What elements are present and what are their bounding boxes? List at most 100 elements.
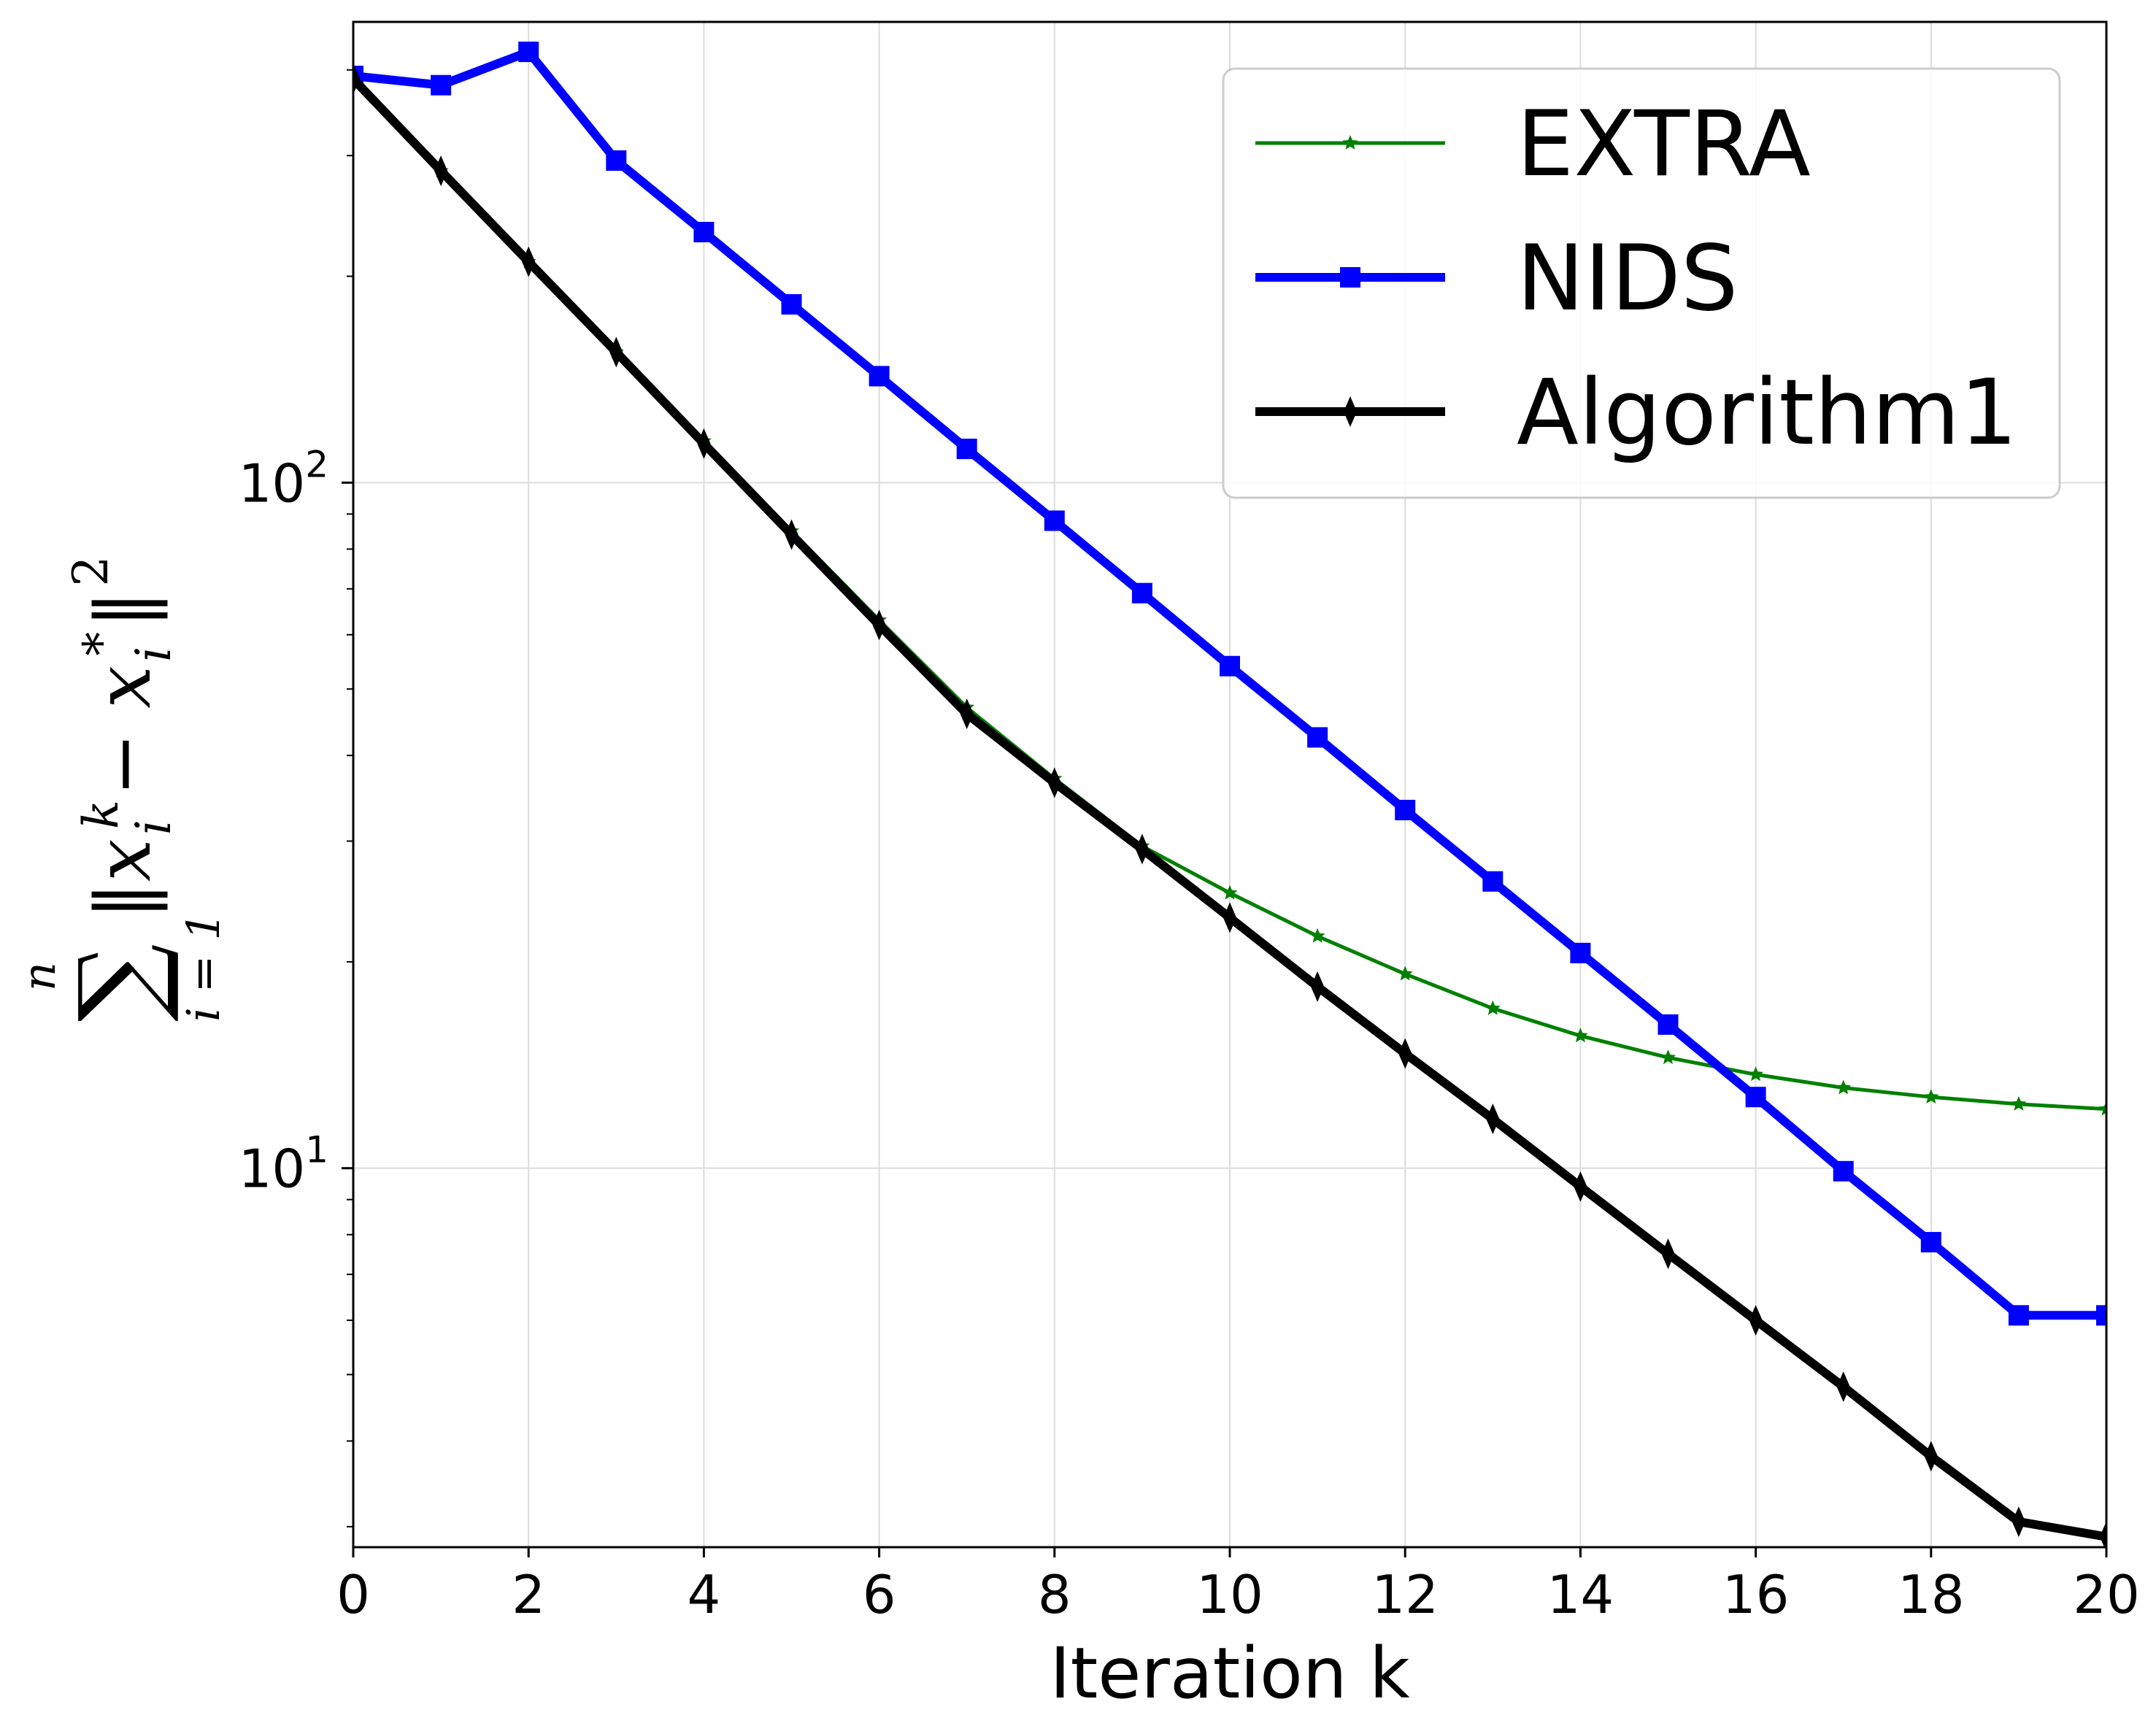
data-point-extra: [1397, 966, 1413, 981]
data-point-extra: [1222, 885, 1238, 900]
data-point-algorithm1: [697, 428, 711, 459]
x-tick-label: 8: [1038, 1564, 1071, 1625]
data-point-nids: [606, 150, 627, 172]
data-point-nids: [781, 294, 802, 315]
y-tick-label: 102: [239, 443, 328, 514]
data-point-nids: [1044, 510, 1065, 531]
data-point-algorithm1: [1223, 902, 1237, 933]
data-point-extra: [2098, 1101, 2106, 1116]
data-point-algorithm1: [353, 63, 361, 95]
data-point-nids: [1833, 1160, 1854, 1182]
y-title-body: ‖x: [79, 839, 168, 920]
y-tick-exponent: 1: [305, 1129, 328, 1171]
data-point-extra: [1485, 1000, 1501, 1015]
y-tick-exponent: 2: [305, 443, 328, 485]
data-point-extra: [1572, 1028, 1588, 1043]
legend-label-algorithm1: Algorithm1: [1517, 361, 2017, 466]
data-point-nids: [1220, 655, 1240, 677]
data-point-nids: [1570, 942, 1591, 963]
data-point-nids: [1920, 1232, 1941, 1253]
data-point-nids: [1395, 799, 1416, 820]
data-point-algorithm1: [785, 519, 798, 550]
legend-label-nids: NIDS: [1517, 226, 1739, 331]
x-tick-label: 18: [1898, 1564, 1965, 1625]
legend-entry-nids: NIDS: [1255, 226, 1739, 331]
legend-entry-algorithm1: Algorithm1: [1255, 361, 2017, 466]
data-point-extra: [2011, 1095, 2027, 1111]
x-tick-label: 20: [2073, 1564, 2140, 1625]
y-tick-base: 10: [239, 1139, 306, 1200]
data-point-algorithm1: [872, 609, 886, 641]
data-point-algorithm1: [2011, 1506, 2025, 1538]
data-point-extra: [1309, 928, 1325, 943]
data-point-algorithm1: [960, 698, 974, 730]
legend-label-extra: EXTRA: [1517, 92, 1811, 197]
legend-box: [1222, 67, 2061, 499]
x-tick-label: 10: [1196, 1564, 1263, 1625]
data-point-extra: [1836, 1079, 1852, 1095]
y-title-sub2: i: [126, 647, 182, 662]
data-point-algorithm1: [1398, 1038, 1412, 1069]
x-tick-label: 12: [1371, 1564, 1439, 1625]
data-point-nids: [1658, 1014, 1679, 1035]
data-point-algorithm1: [1836, 1371, 1850, 1403]
data-point-nids: [2096, 1305, 2106, 1326]
y-axis-title-math: ∑ n i = 1 ‖x i k − x i * ‖ 2: [12, 556, 230, 1022]
y-title-sup1: k: [73, 800, 129, 829]
x-tick-label: 4: [687, 1564, 720, 1625]
y-tick-label: 101: [239, 1129, 328, 1200]
x-axis-title: Iteration k: [1050, 1633, 1410, 1714]
legend-marker-nids: [1340, 267, 1360, 288]
y-title-sup2: *: [73, 632, 129, 656]
data-point-nids: [2008, 1305, 2029, 1326]
data-point-algorithm1: [1574, 1171, 1587, 1202]
x-tick-label: 0: [336, 1564, 370, 1625]
data-point-nids: [1745, 1087, 1766, 1108]
x-tick-label: 6: [863, 1564, 896, 1625]
data-point-algorithm1: [1661, 1238, 1675, 1270]
data-point-extra: [1748, 1066, 1764, 1082]
data-point-algorithm1: [1047, 767, 1061, 798]
data-point-nids: [431, 74, 452, 96]
series-layer: [353, 42, 2106, 1547]
y-title-sub1: i: [126, 820, 182, 835]
y-title-minus: − x: [79, 666, 168, 796]
legend-entries: EXTRA NIDS Algorithm1: [1255, 92, 2017, 466]
y-title-close: ‖: [79, 590, 168, 628]
x-tick-label: 14: [1547, 1564, 1614, 1625]
data-point-nids: [518, 42, 539, 63]
data-point-algorithm1: [1749, 1305, 1763, 1336]
data-point-algorithm1: [1135, 833, 1149, 865]
data-point-nids: [1482, 871, 1504, 892]
x-tick-label: 16: [1722, 1564, 1790, 1625]
data-point-nids: [956, 439, 977, 460]
y-axis-title: ∑ n i = 1 ‖x i k − x i * ‖ 2: [12, 556, 230, 1022]
data-point-algorithm1: [1486, 1103, 1500, 1135]
legend-entry-extra: EXTRA: [1255, 92, 1811, 197]
data-point-algorithm1: [434, 155, 448, 187]
y-title-sum: ∑: [56, 944, 183, 1022]
legend-marker-extra: [1342, 135, 1358, 150]
data-point-nids: [693, 222, 715, 243]
data-point-nids: [1131, 582, 1152, 604]
legend-marker-algorithm1: [1343, 396, 1358, 427]
y-tick-base: 10: [239, 452, 306, 514]
data-point-algorithm1: [609, 336, 623, 368]
y-title-lower: i = 1: [177, 912, 230, 1022]
data-point-extra: [1923, 1089, 1939, 1104]
y-title-sup3: 2: [63, 556, 119, 587]
x-axis-ticks: 0 2 4 6 8 10 12 14 16 18 20: [336, 1547, 2140, 1625]
data-point-algorithm1: [1311, 971, 1325, 1002]
series-nids: [353, 42, 2106, 1326]
x-tick-label: 2: [512, 1564, 545, 1625]
legend: EXTRA NIDS Algorithm1: [1222, 67, 2061, 499]
y-title-upper: n: [12, 962, 66, 991]
data-point-algorithm1: [2099, 1521, 2106, 1547]
data-point-extra: [1660, 1049, 1676, 1064]
data-point-algorithm1: [1924, 1441, 1938, 1472]
data-point-nids: [869, 366, 890, 387]
data-point-algorithm1: [522, 246, 536, 277]
